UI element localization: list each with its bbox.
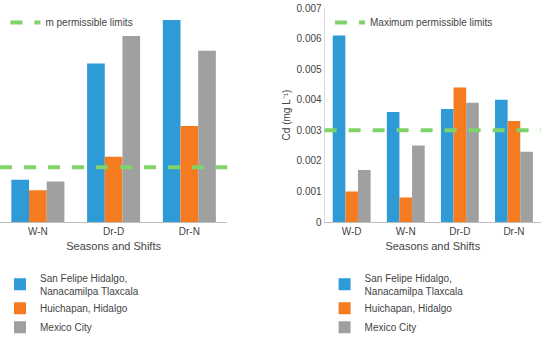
svg-text:0.003: 0.003 <box>297 125 322 136</box>
svg-text:Seasons and Shifts: Seasons and Shifts <box>385 240 480 252</box>
svg-text:0.007: 0.007 <box>297 3 322 14</box>
svg-text:Dr-N: Dr-N <box>503 226 524 237</box>
svg-text:W-N: W-N <box>28 226 48 237</box>
svg-text:Dr-D: Dr-D <box>449 226 470 237</box>
svg-text:m permissible limits: m permissible limits <box>45 17 132 28</box>
svg-text:Cd (mg L⁻¹): Cd (mg L⁻¹) <box>281 90 292 141</box>
svg-text:0.002: 0.002 <box>297 155 322 166</box>
svg-text:Mexico City: Mexico City <box>40 322 92 333</box>
svg-text:San Felipe Hidalgo,Nanacamilpa: San Felipe Hidalgo,Nanacamilpa Tlaxcala <box>365 273 464 297</box>
svg-text:Maximum permissible limits: Maximum permissible limits <box>370 17 492 28</box>
svg-text:Huichapan, Hidalgo: Huichapan, Hidalgo <box>40 303 128 314</box>
svg-text:Dr-N: Dr-N <box>179 226 200 237</box>
svg-text:Huichapan, Hidalgo: Huichapan, Hidalgo <box>365 303 453 314</box>
svg-text:Mexico City: Mexico City <box>365 322 417 333</box>
svg-text:0: 0 <box>316 217 322 228</box>
svg-text:0.005: 0.005 <box>297 64 322 75</box>
svg-text:San Felipe Hidalgo,Nanacamilpa: San Felipe Hidalgo,Nanacamilpa Tlaxcala <box>40 273 139 297</box>
svg-text:W-D: W-D <box>342 226 362 237</box>
svg-text:W-N: W-N <box>396 226 416 237</box>
svg-text:Seasons and Shifts: Seasons and Shifts <box>66 240 161 252</box>
svg-text:0.004: 0.004 <box>297 94 322 105</box>
svg-text:Dr-D: Dr-D <box>103 226 124 237</box>
svg-text:0.006: 0.006 <box>297 33 322 44</box>
svg-text:0.001: 0.001 <box>297 186 322 197</box>
